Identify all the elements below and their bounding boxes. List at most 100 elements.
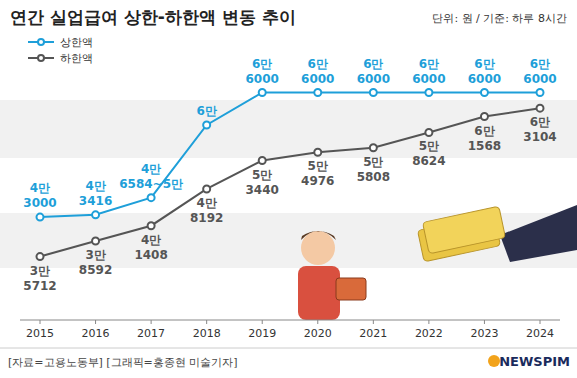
- data-label: 6만6000: [468, 57, 501, 86]
- series-point: [148, 222, 155, 229]
- series-point: [370, 144, 377, 151]
- data-label: 6만: [196, 104, 216, 118]
- data-label-line: 5만: [419, 139, 439, 153]
- data-label: 3만5712: [23, 264, 56, 293]
- label-group: 4만30004만34164만6584~5만6만6만60006만60006만600…: [23, 57, 556, 293]
- x-tick-label: 2021: [359, 327, 387, 340]
- data-label: 5만4976: [301, 159, 334, 188]
- chart-root: 연간 실업급여 상한-하한액 변동 추이 단위: 원 / 기준: 하루 8시간 20…: [0, 0, 577, 378]
- x-tick-label: 2019: [248, 327, 276, 340]
- data-label-line: 6만: [530, 57, 550, 71]
- series-line: [40, 93, 540, 218]
- sleeve: [500, 205, 577, 262]
- data-label-line: 4만: [196, 196, 216, 210]
- y-range-line: [20, 60, 21, 320]
- x-tick: [373, 320, 374, 324]
- data-label: 4만1408: [134, 233, 167, 262]
- series-point: [259, 157, 266, 164]
- data-label: 6만3104: [523, 115, 556, 144]
- data-label-line: 3104: [523, 130, 556, 144]
- data-label-line: 3440: [246, 183, 279, 197]
- series-point: [314, 149, 321, 156]
- series-point: [148, 194, 155, 201]
- series-line: [40, 108, 540, 256]
- data-label-line: 6000: [301, 72, 334, 86]
- series-point: [537, 105, 544, 112]
- series-point: [425, 89, 432, 96]
- data-label-line: 4976: [301, 174, 334, 188]
- series-point: [92, 237, 99, 244]
- series-point: [537, 89, 544, 96]
- data-label-line: 5만: [308, 159, 328, 173]
- data-label: 5만8624: [412, 139, 445, 168]
- unit-note: 단위: 원 / 기준: 하루 8시간: [432, 12, 567, 25]
- series-point: [37, 214, 44, 221]
- data-label: 6만6000: [357, 57, 390, 86]
- legend-marker: [38, 39, 44, 45]
- data-label-line: 6만: [530, 115, 550, 129]
- footer-rule: [0, 348, 577, 349]
- data-label-line: 5만: [363, 155, 383, 169]
- background-band: [0, 100, 577, 158]
- illustration: [298, 205, 577, 320]
- data-label-line: 6584~5만: [119, 177, 183, 191]
- logo-icon: [488, 355, 500, 367]
- legend-marker: [38, 55, 44, 61]
- x-tick: [484, 320, 485, 324]
- data-label-line: 6000: [246, 72, 279, 86]
- x-tick-label: 2018: [193, 327, 221, 340]
- data-label-line: 8592: [79, 263, 112, 277]
- data-label-line: 3만: [85, 248, 105, 262]
- source: [자료=고용노동부] [그래픽=홍종현 미술기자]: [8, 356, 238, 369]
- data-label: 5만3440: [246, 168, 279, 197]
- wallet: [336, 278, 366, 300]
- data-label: 6만6000: [412, 57, 445, 86]
- series-point: [92, 211, 99, 218]
- legend-label: 하한액: [60, 52, 93, 65]
- x-tick-label: 2017: [137, 327, 165, 340]
- data-label-line: 3000: [23, 196, 56, 210]
- logo: NEWSPIM: [499, 354, 570, 369]
- series-point: [203, 122, 210, 129]
- x-tick: [151, 320, 152, 324]
- x-tick: [317, 320, 318, 324]
- series-point: [37, 253, 44, 260]
- x-axis: [20, 320, 560, 321]
- series-group: [37, 89, 544, 260]
- data-label-line: 5712: [23, 279, 56, 293]
- data-label-line: 6만: [474, 124, 494, 138]
- data-label-line: 3만: [30, 264, 50, 278]
- data-label-line: 6000: [357, 72, 390, 86]
- series-point: [259, 89, 266, 96]
- data-label: 6만6000: [523, 57, 556, 86]
- man-hair: [301, 231, 336, 240]
- series-point: [481, 89, 488, 96]
- data-label-line: 1408: [134, 248, 167, 262]
- data-label-line: 5만: [252, 168, 272, 182]
- data-label: 4만3000: [23, 181, 56, 210]
- data-label-line: 6만: [252, 57, 272, 71]
- x-tick: [428, 320, 429, 324]
- man-body: [298, 266, 340, 320]
- data-label-line: 4만: [85, 179, 105, 193]
- x-tick-label: 2022: [415, 327, 443, 340]
- data-label-line: 6만: [363, 57, 383, 71]
- data-label-line: 6만: [419, 57, 439, 71]
- data-label-line: 6만: [474, 57, 494, 71]
- data-label: 4만6584~5만: [119, 162, 183, 191]
- series-point: [314, 89, 321, 96]
- data-label: 4만3416: [79, 179, 112, 208]
- data-label-line: 4만: [141, 162, 161, 176]
- data-label: 6만1568: [468, 124, 501, 153]
- x-tick-label: 2023: [470, 327, 498, 340]
- series-point: [370, 89, 377, 96]
- x-tick-label: 2015: [26, 327, 54, 340]
- x-tick-label: 2020: [304, 327, 332, 340]
- data-label-line: 4만: [30, 181, 50, 195]
- money: [423, 206, 506, 254]
- title: 연간 실업급여 상한-하한액 변동 추이: [10, 7, 296, 27]
- data-label-line: 6000: [468, 72, 501, 86]
- data-label-line: 1568: [468, 139, 501, 153]
- man-head: [301, 231, 335, 265]
- data-label: 6만6000: [301, 57, 334, 86]
